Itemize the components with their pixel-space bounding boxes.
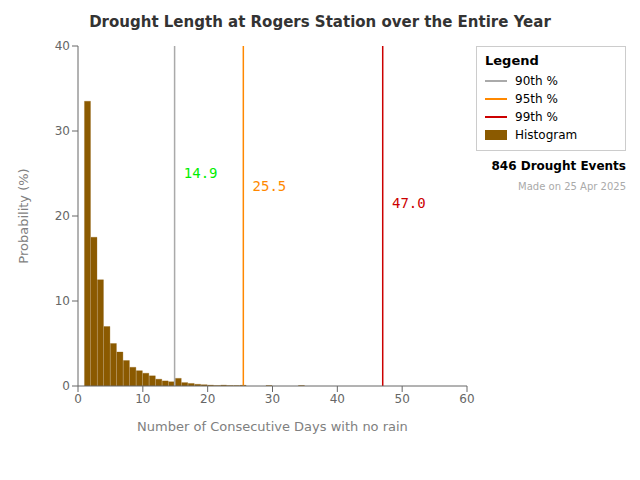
svg-text:10: 10: [135, 392, 150, 406]
html-text:Made on 25 Apr 2025: Made on 25 Apr 2025: [518, 181, 626, 192]
svg-text:Probability (%): Probability (%): [16, 168, 31, 263]
svg-text:0: 0: [74, 392, 82, 406]
svg-text:25.5: 25.5: [253, 178, 287, 194]
svg-text:30: 30: [55, 124, 70, 138]
html-text:Histogram: Histogram: [515, 128, 578, 142]
svg-text:20: 20: [200, 392, 215, 406]
html-text:Legend: Legend: [485, 53, 539, 68]
html-text:846 Drought Events: 846 Drought Events: [491, 159, 626, 173]
html-text:90th %: 90th %: [515, 74, 558, 88]
svg-text:10: 10: [55, 294, 70, 308]
html-text:95th %: 95th %: [515, 92, 558, 106]
svg-text:60: 60: [459, 392, 474, 406]
svg-text:14.9: 14.9: [184, 165, 218, 181]
svg-text:20: 20: [55, 209, 70, 223]
svg-text:0: 0: [62, 379, 70, 393]
html-text:Drought Length at Rogers Stati: Drought Length at Rogers Station over th…: [89, 13, 551, 31]
svg-text:30: 30: [265, 392, 280, 406]
svg-text:40: 40: [55, 39, 70, 53]
svg-text:40: 40: [330, 392, 345, 406]
svg-text:47.0: 47.0: [392, 195, 426, 211]
svg-text:Number of Consecutive Days wit: Number of Consecutive Days with no rain: [137, 419, 408, 434]
svg-text:50: 50: [395, 392, 410, 406]
html-text:99th %: 99th %: [515, 110, 558, 124]
